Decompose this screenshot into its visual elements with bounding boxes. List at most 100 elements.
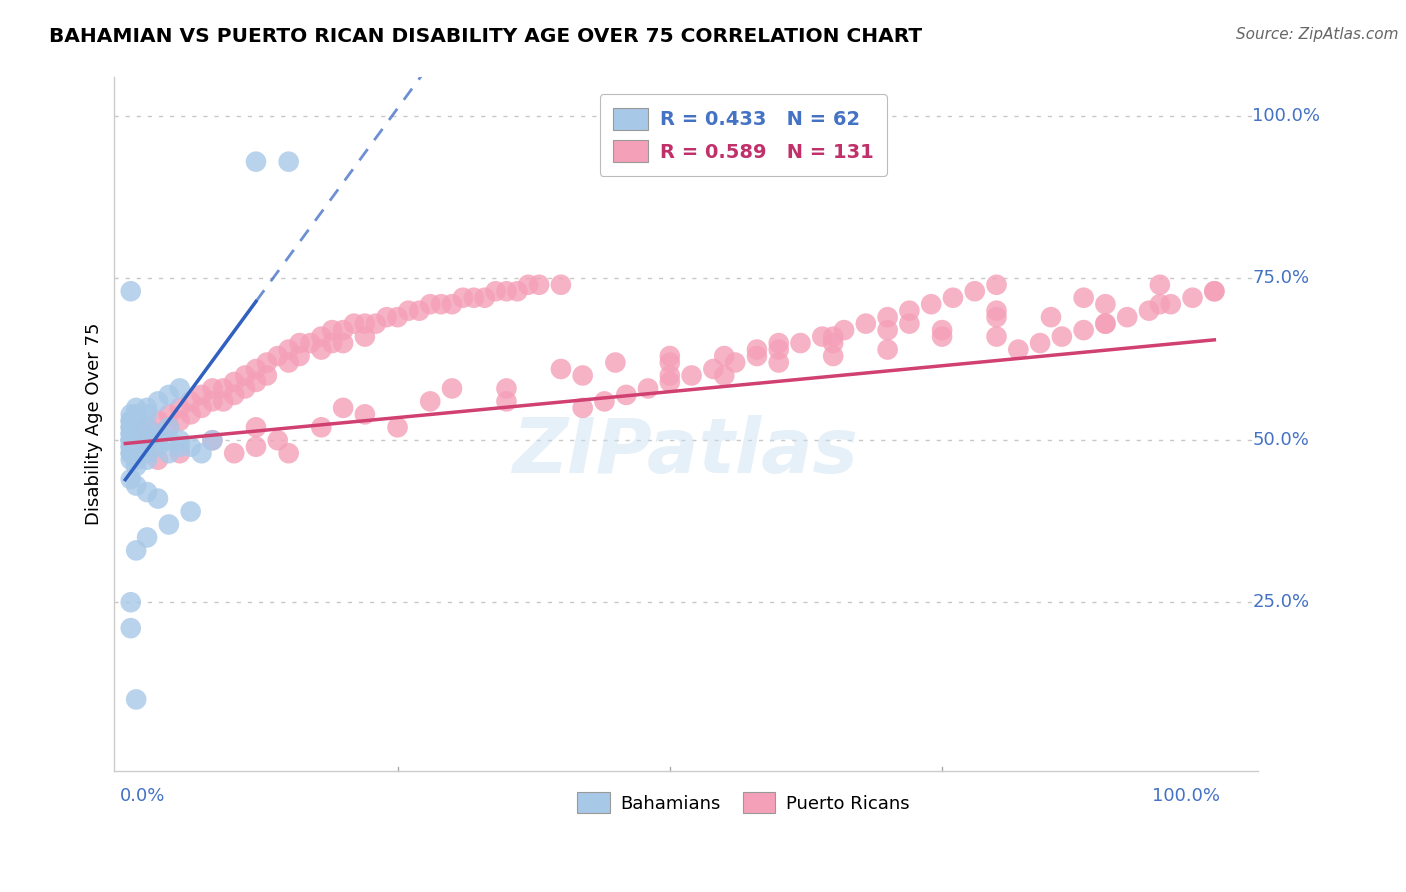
- Point: [1181, 291, 1204, 305]
- Point: [1073, 291, 1095, 305]
- Text: 25.0%: 25.0%: [1253, 593, 1309, 611]
- Point: [343, 317, 366, 331]
- Point: [146, 434, 169, 448]
- Point: [724, 355, 747, 369]
- Point: [398, 303, 420, 318]
- Point: [332, 323, 354, 337]
- Point: [1094, 317, 1116, 331]
- Point: [120, 446, 142, 460]
- Point: [169, 414, 191, 428]
- Point: [288, 336, 311, 351]
- Point: [125, 478, 148, 492]
- Point: [375, 310, 398, 325]
- Text: 50.0%: 50.0%: [1253, 431, 1309, 450]
- Point: [986, 277, 1008, 292]
- Point: [136, 408, 159, 422]
- Point: [120, 595, 142, 609]
- Point: [277, 154, 299, 169]
- Point: [713, 349, 735, 363]
- Point: [125, 434, 148, 448]
- Point: [267, 434, 290, 448]
- Point: [1029, 336, 1052, 351]
- Point: [550, 277, 572, 292]
- Point: [681, 368, 703, 383]
- Point: [157, 446, 180, 460]
- Point: [157, 388, 180, 402]
- Point: [245, 440, 267, 454]
- Point: [702, 362, 724, 376]
- Point: [157, 434, 180, 448]
- Point: [823, 329, 845, 343]
- Point: [658, 375, 681, 389]
- Point: [125, 452, 148, 467]
- Point: [321, 323, 343, 337]
- Point: [364, 317, 387, 331]
- Point: [180, 408, 202, 422]
- Point: [233, 368, 256, 383]
- Point: [125, 434, 148, 448]
- Point: [120, 414, 142, 428]
- Point: [120, 285, 142, 299]
- Point: [1094, 317, 1116, 331]
- Point: [224, 388, 246, 402]
- Point: [136, 446, 159, 460]
- Point: [120, 472, 142, 486]
- Point: [136, 420, 159, 434]
- Point: [136, 401, 159, 415]
- Point: [256, 368, 278, 383]
- Point: [321, 336, 343, 351]
- Point: [120, 408, 142, 422]
- Point: [1050, 329, 1073, 343]
- Point: [125, 414, 148, 428]
- Point: [190, 401, 212, 415]
- Point: [430, 297, 453, 311]
- Point: [146, 440, 169, 454]
- Text: 75.0%: 75.0%: [1253, 269, 1309, 287]
- Point: [146, 426, 169, 441]
- Point: [1073, 323, 1095, 337]
- Point: [1094, 297, 1116, 311]
- Point: [768, 336, 790, 351]
- Point: [169, 446, 191, 460]
- Point: [387, 310, 409, 325]
- Point: [1116, 310, 1139, 325]
- Point: [212, 381, 235, 395]
- Point: [224, 375, 246, 389]
- Point: [190, 446, 212, 460]
- Point: [768, 355, 790, 369]
- Text: 100.0%: 100.0%: [1152, 787, 1220, 805]
- Point: [136, 440, 159, 454]
- Point: [201, 394, 224, 409]
- Point: [256, 355, 278, 369]
- Point: [311, 420, 333, 434]
- Point: [811, 329, 834, 343]
- Point: [180, 504, 202, 518]
- Point: [125, 543, 148, 558]
- Point: [125, 408, 148, 422]
- Point: [120, 621, 142, 635]
- Point: [1137, 303, 1160, 318]
- Point: [332, 336, 354, 351]
- Point: [277, 355, 299, 369]
- Point: [146, 394, 169, 409]
- Text: ZIPatlas: ZIPatlas: [513, 415, 859, 489]
- Point: [1149, 277, 1171, 292]
- Point: [898, 303, 921, 318]
- Point: [157, 517, 180, 532]
- Point: [201, 381, 224, 395]
- Point: [120, 440, 142, 454]
- Point: [136, 452, 159, 467]
- Point: [876, 323, 898, 337]
- Point: [136, 485, 159, 500]
- Point: [419, 297, 441, 311]
- Point: [855, 317, 877, 331]
- Point: [169, 440, 191, 454]
- Point: [506, 285, 529, 299]
- Point: [136, 434, 159, 448]
- Point: [311, 329, 333, 343]
- Point: [212, 394, 235, 409]
- Point: [157, 408, 180, 422]
- Point: [125, 440, 148, 454]
- Point: [311, 343, 333, 357]
- Point: [245, 420, 267, 434]
